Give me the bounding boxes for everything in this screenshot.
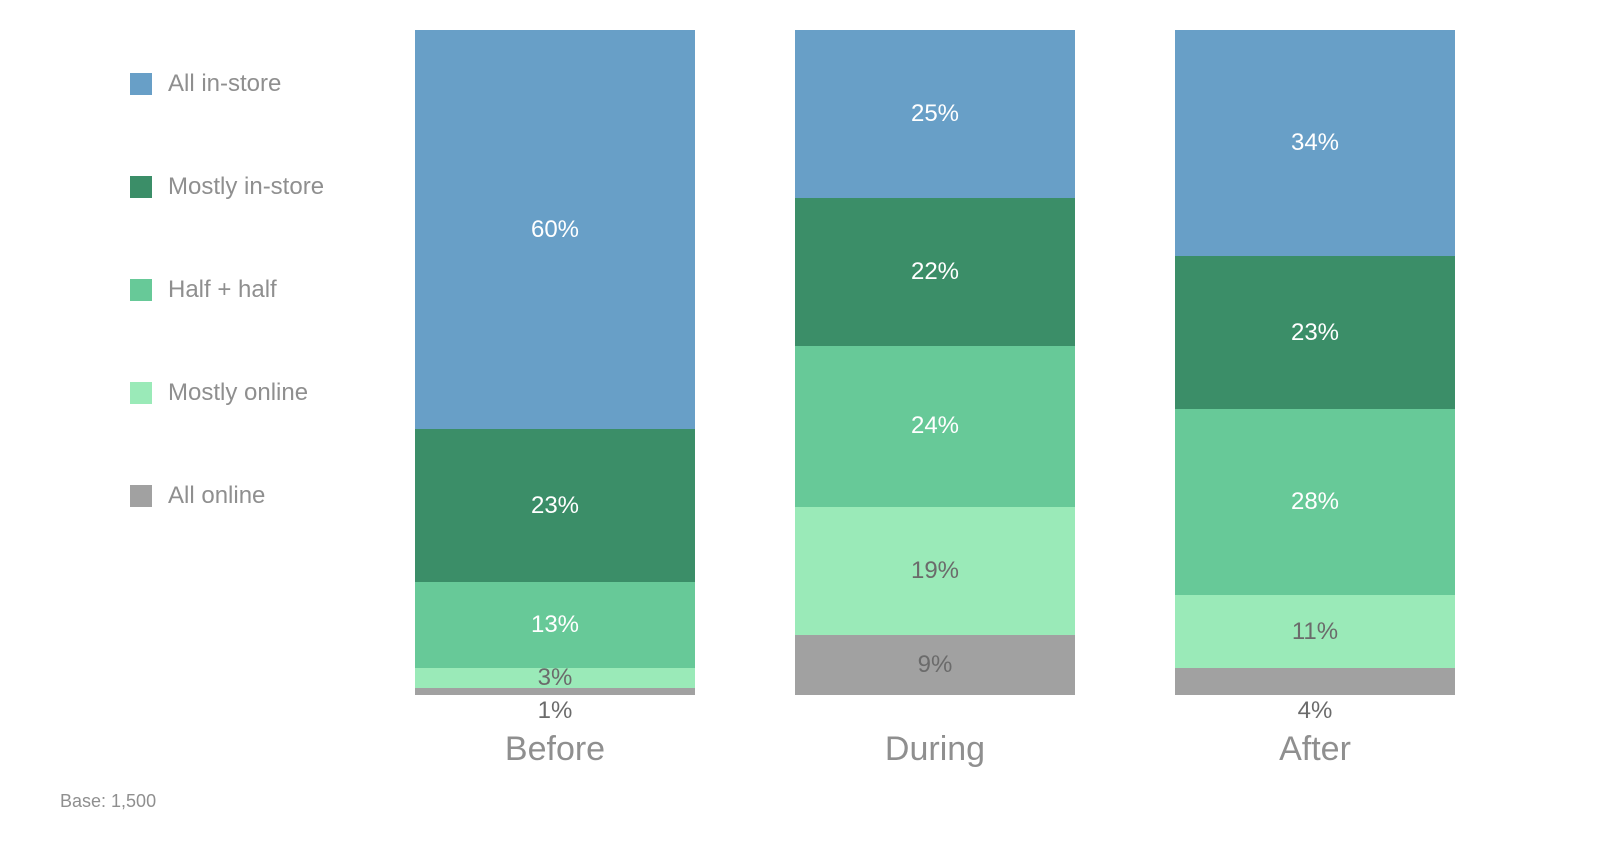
legend-item-all-online: All online [130, 482, 324, 510]
segment-value-label: 24% [911, 412, 959, 440]
legend-label: All online [168, 482, 265, 510]
chart-columns: 60%23%13%3%1%Before25%22%24%19%9%During3… [415, 30, 1455, 769]
legend-label: All in-store [168, 70, 281, 98]
segment-value-label: 13% [531, 611, 579, 639]
segment-mostly-in-store: 22% [795, 198, 1075, 346]
segment-value-label: 25% [911, 100, 959, 128]
legend-swatch-icon [130, 279, 152, 301]
segment-all-in-store: 25% [795, 30, 1075, 198]
legend-item-mostly-in-store: Mostly in-store [130, 173, 324, 201]
segment-all-in-store: 60% [415, 30, 695, 429]
segment-value-label: 28% [1291, 488, 1339, 516]
segment-mostly-online: 11% [1175, 595, 1455, 668]
segment-half-half: 28% [1175, 409, 1455, 595]
segment-all-online: 4% [1175, 668, 1455, 695]
legend-swatch-icon [130, 176, 152, 198]
segment-value-label: 11% [1292, 618, 1338, 646]
column-label: Before [505, 730, 605, 769]
segment-value-label: 34% [1291, 129, 1339, 157]
chart-legend: All in-store Mostly in-store Half + half Mo… [130, 70, 324, 510]
segment-value-label: 60% [531, 216, 579, 244]
legend-item-mostly-online: Mostly online [130, 379, 324, 407]
legend-label: Mostly online [168, 379, 308, 407]
legend-label: Mostly in-store [168, 173, 324, 201]
segment-half-half: 24% [795, 346, 1075, 507]
segment-all-online: 9% [795, 635, 1075, 695]
segment-value-label: 9% [918, 651, 953, 679]
segment-value-label: 1% [415, 695, 695, 725]
legend-swatch-icon [130, 73, 152, 95]
legend-item-half-half: Half + half [130, 276, 324, 304]
segment-mostly-in-store: 23% [415, 429, 695, 582]
column-label: After [1279, 730, 1351, 769]
legend-swatch-icon [130, 382, 152, 404]
stacked-bar: 25% 22% 24% 19% 9% [795, 30, 1075, 695]
legend-item-all-in-store: All in-store [130, 70, 324, 98]
segment-value-label: 23% [1291, 319, 1339, 347]
column-label: During [885, 730, 985, 769]
legend-swatch-icon [130, 485, 152, 507]
segment-mostly-online: 19% [795, 507, 1075, 635]
segment-value-label: 19% [911, 557, 959, 585]
segment-half-half: 13% [415, 582, 695, 668]
segment-all-online: 1% [415, 688, 695, 695]
column-during: 25% 22% 24% 19% 9% During [795, 30, 1075, 769]
column-before: 60%23%13%3%1%Before [415, 30, 695, 769]
column-after: 34% 23% 28% 11% 4% After [1175, 30, 1455, 769]
segment-all-in-store: 34% [1175, 30, 1455, 256]
segment-value-label: 23% [531, 492, 579, 520]
chart-root: All in-store Mostly in-store Half + half Mo… [0, 0, 1600, 842]
chart-footnote: Base: 1,500 [60, 791, 156, 812]
segment-mostly-in-store: 23% [1175, 256, 1455, 409]
stacked-bar: 34% 23% 28% 11% 4% [1175, 30, 1455, 695]
segment-mostly-online: 3% [415, 668, 695, 688]
segment-value-label: 22% [911, 258, 959, 286]
segment-value-label: 4% [1175, 695, 1455, 725]
legend-label: Half + half [168, 276, 277, 304]
stacked-bar: 60% 23% 13% 3%1% [415, 30, 695, 695]
